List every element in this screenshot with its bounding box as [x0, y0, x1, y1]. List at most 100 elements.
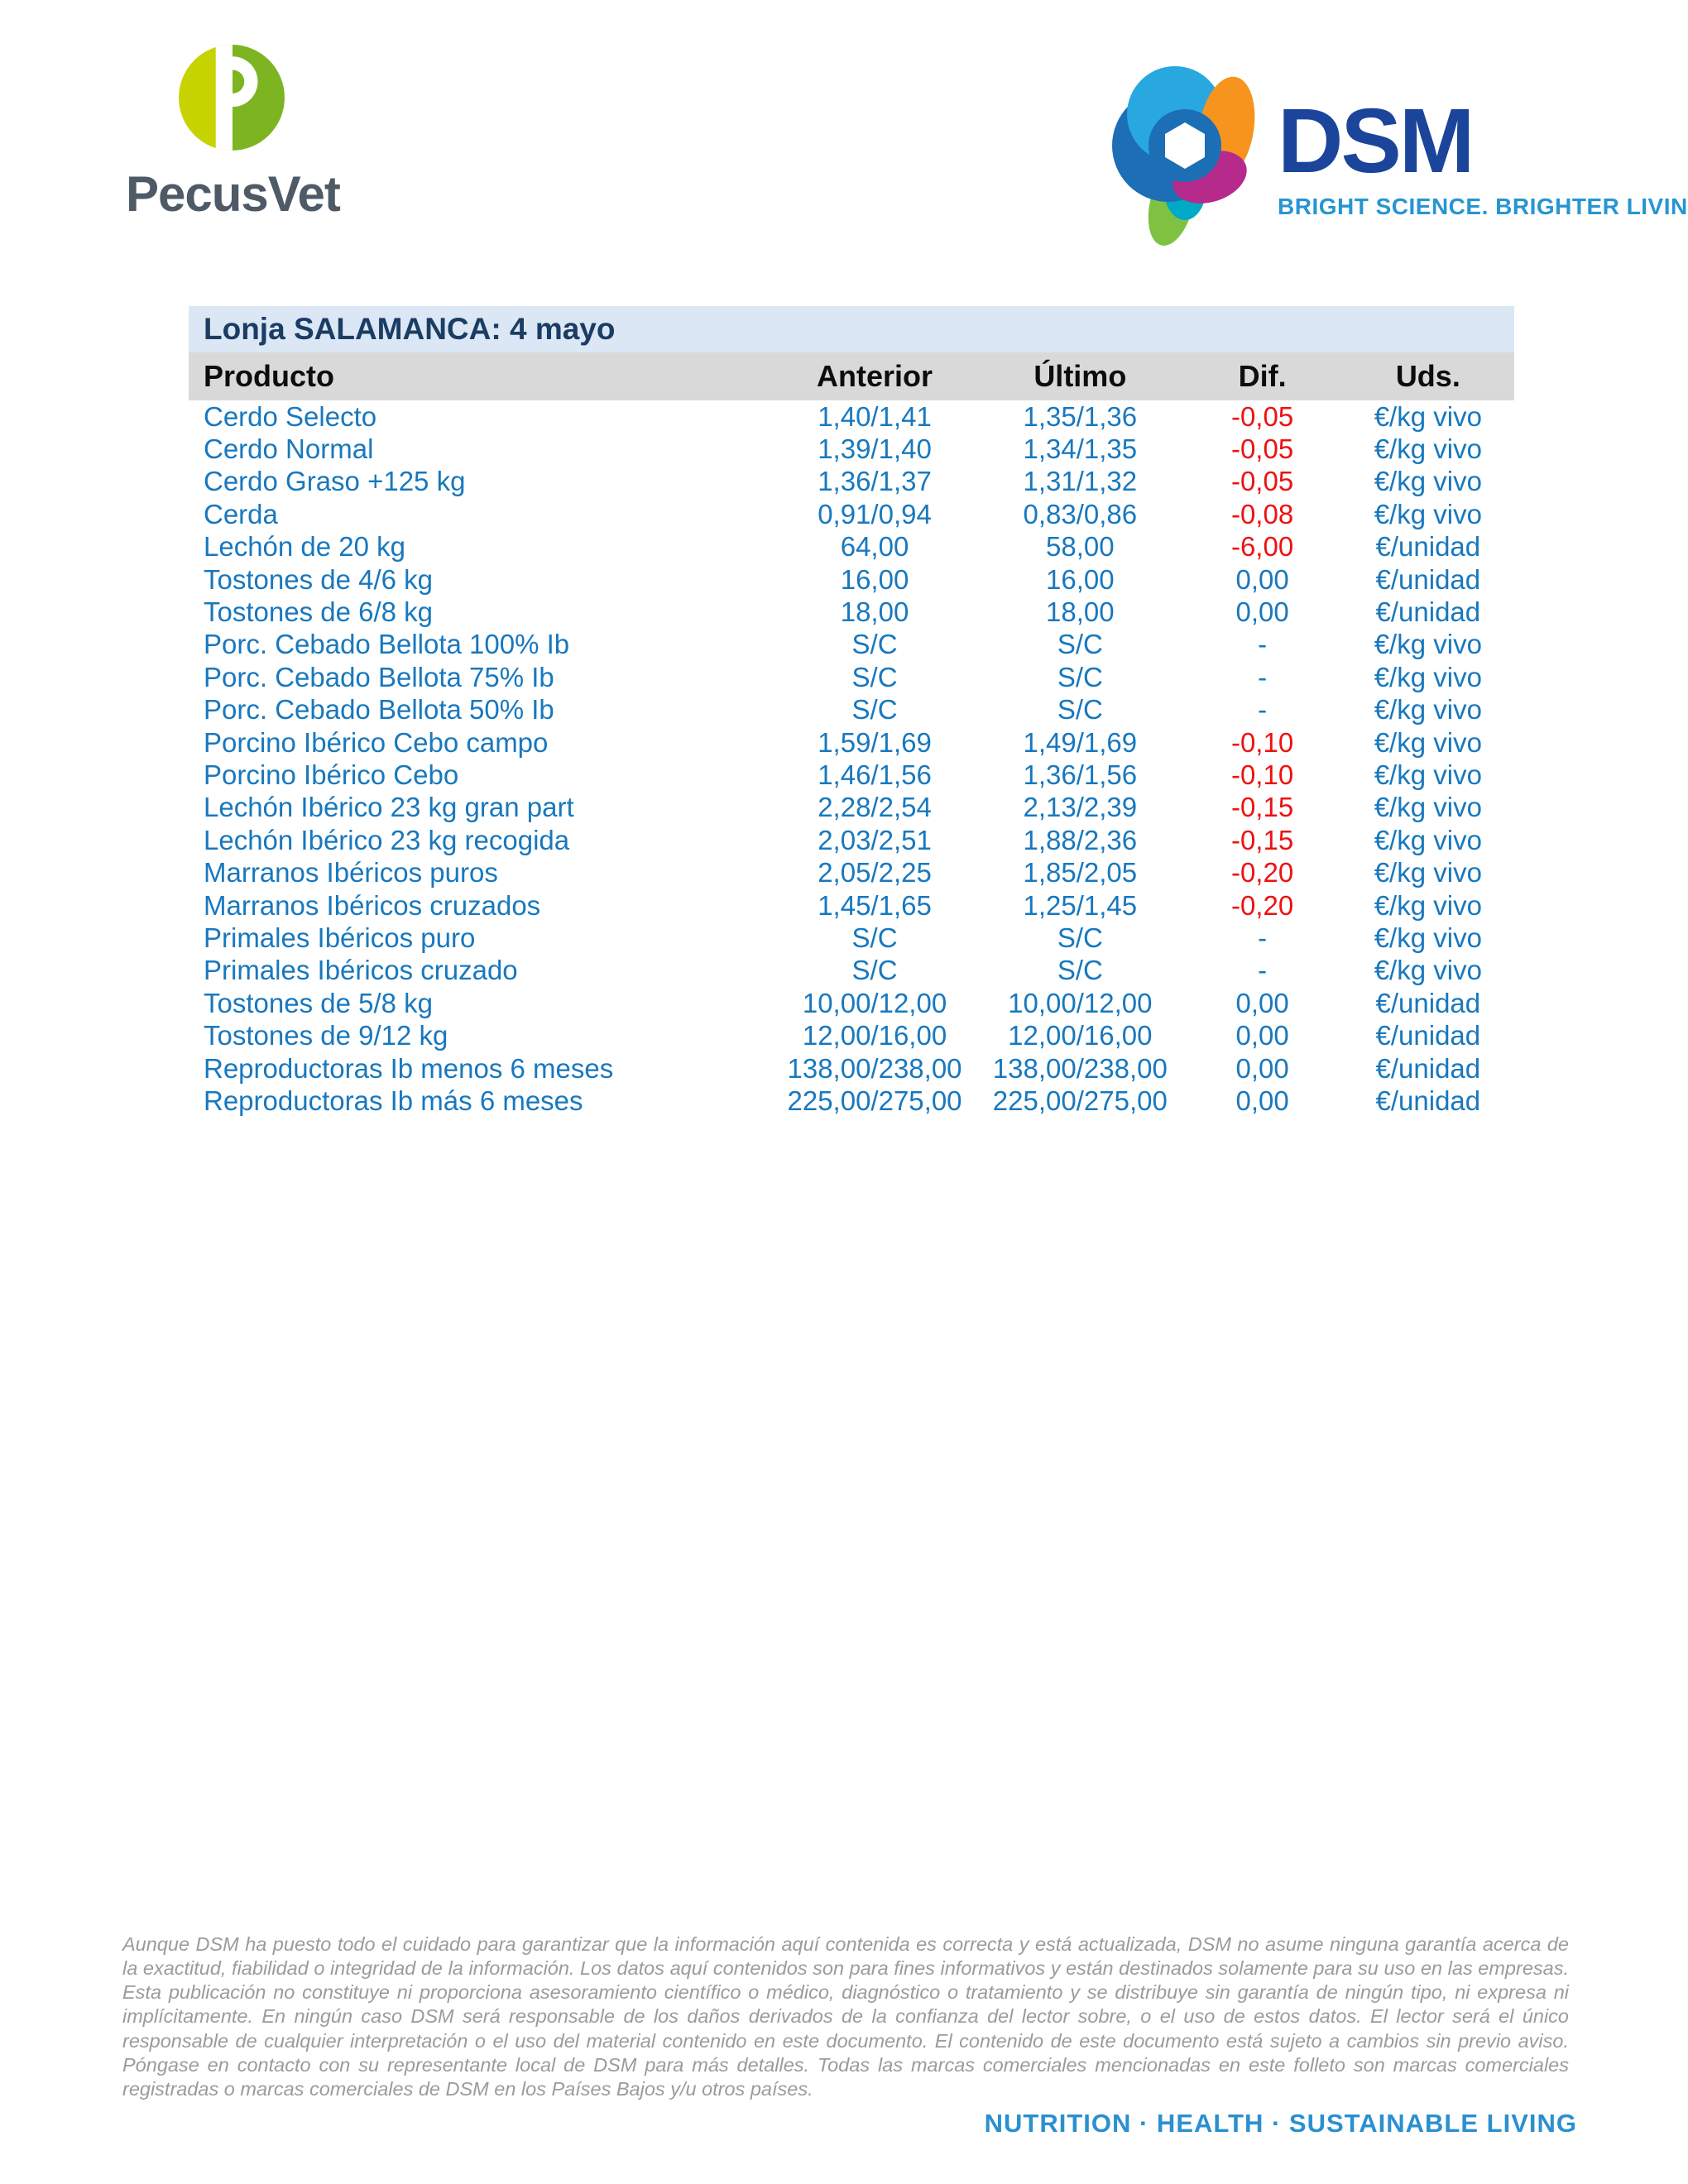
cell-anterior: 16,00 — [840, 563, 909, 595]
cell-uds: €/kg vivo — [1374, 629, 1482, 660]
cell-ultimo: 225,00/275,00 — [992, 1085, 1168, 1116]
cell-anterior: 0,91/0,94 — [818, 498, 932, 529]
cell-ultimo: S/C — [1057, 629, 1103, 660]
cell-uds: €/unidad — [1375, 1020, 1481, 1051]
cell-dif: 0,00 — [1235, 1052, 1289, 1084]
cell-ultimo: 1,25/1,45 — [1023, 889, 1138, 921]
cell-dif: -0,10 — [1230, 726, 1294, 758]
cell-producto: Tostones de 9/12 kg — [204, 1020, 448, 1051]
cell-uds: €/kg vivo — [1374, 433, 1482, 465]
cell-ultimo: S/C — [1057, 922, 1103, 953]
cell-dif: -6,00 — [1230, 531, 1294, 563]
cell-anterior: 1,59/1,69 — [818, 726, 932, 758]
dsm-wordmark: DSM — [1278, 90, 1475, 192]
table-title: Lonja SALAMANCA: 4 mayo — [189, 306, 1514, 352]
cell-ultimo: 1,88/2,36 — [1023, 824, 1138, 855]
cell-dif: -0,05 — [1230, 466, 1294, 497]
cell-dif: - — [1258, 922, 1268, 953]
cell-dif: -0,08 — [1230, 498, 1294, 529]
cell-producto: Porc. Cebado Bellota 75% Ib — [204, 661, 554, 692]
cell-ultimo: 16,00 — [1046, 563, 1115, 595]
cell-uds: €/kg vivo — [1374, 400, 1482, 432]
cell-ultimo: 1,34/1,35 — [1023, 433, 1138, 465]
cell-producto: Tostones de 6/8 kg — [204, 596, 434, 628]
cell-dif: -0,15 — [1230, 824, 1294, 855]
col-header-anterior: Anterior — [817, 359, 933, 393]
cell-dif: 0,00 — [1235, 596, 1289, 628]
cell-ultimo: 10,00/12,00 — [1008, 987, 1153, 1018]
cell-dif: - — [1258, 661, 1268, 692]
cell-uds: €/kg vivo — [1374, 922, 1482, 953]
cell-dif: -0,15 — [1230, 792, 1294, 823]
cell-uds: €/kg vivo — [1374, 759, 1482, 790]
cell-uds: €/kg vivo — [1374, 661, 1482, 692]
cell-dif: -0,10 — [1230, 759, 1294, 790]
table-row: Primales Ibéricos puro S/C S/C - €/kg vi… — [189, 922, 1514, 954]
col-header-dif: Dif. — [1238, 359, 1287, 393]
table-row: Marranos Ibéricos cruzados 1,45/1,65 1,2… — [189, 889, 1514, 922]
pecusvet-logo: PecusVet — [126, 43, 374, 223]
cell-uds: €/unidad — [1375, 563, 1481, 595]
cell-anterior: 12,00/16,00 — [802, 1020, 947, 1051]
cell-producto: Marranos Ibéricos cruzados — [204, 889, 541, 921]
table-row: Cerda 0,91/0,94 0,83/0,86 -0,08 €/kg viv… — [189, 498, 1514, 530]
cell-ultimo: 1,85/2,05 — [1023, 857, 1138, 888]
cell-producto: Cerdo Normal — [204, 433, 374, 465]
table-row: Lechón Ibérico 23 kg gran part 2,28/2,54… — [189, 792, 1514, 824]
cell-ultimo: 18,00 — [1046, 596, 1115, 628]
cell-dif: - — [1258, 629, 1268, 660]
cell-anterior: 2,03/2,51 — [818, 824, 932, 855]
cell-dif: - — [1258, 694, 1268, 726]
table-row: Porcino Ibérico Cebo campo 1,59/1,69 1,4… — [189, 726, 1514, 759]
table-row: Lechón Ibérico 23 kg recogida 2,03/2,51 … — [189, 824, 1514, 856]
cell-uds: €/kg vivo — [1374, 857, 1482, 888]
cell-producto: Tostones de 5/8 kg — [204, 987, 434, 1018]
price-table-body: Cerdo Selecto 1,40/1,41 1,35/1,36 -0,05 … — [189, 400, 1514, 1118]
cell-anterior: 1,36/1,37 — [818, 466, 932, 497]
table-row: Tostones de 6/8 kg 18,00 18,00 0,00 €/un… — [189, 596, 1514, 628]
cell-ultimo: 1,36/1,56 — [1023, 759, 1138, 790]
dsm-logo: DSM BRIGHT SCIENCE. BRIGHTER LIVING. — [1102, 53, 1688, 251]
cell-anterior: 64,00 — [840, 531, 909, 563]
cell-uds: €/unidad — [1375, 531, 1481, 563]
dsm-flower-logo-icon — [1112, 66, 1255, 246]
cell-uds: €/unidad — [1375, 596, 1481, 628]
cell-ultimo: 12,00/16,00 — [1008, 1020, 1153, 1051]
cell-anterior: 2,05/2,25 — [818, 857, 932, 888]
cell-ultimo: 1,31/1,32 — [1023, 466, 1138, 497]
cell-uds: €/kg vivo — [1374, 792, 1482, 823]
cell-ultimo: 0,83/0,86 — [1023, 498, 1138, 529]
cell-producto: Lechón Ibérico 23 kg recogida — [204, 824, 570, 855]
cell-uds: €/kg vivo — [1374, 498, 1482, 529]
cell-anterior: S/C — [851, 922, 898, 953]
cell-anterior: 225,00/275,00 — [787, 1085, 962, 1116]
table-row: Tostones de 5/8 kg 10,00/12,00 10,00/12,… — [189, 987, 1514, 1019]
cell-uds: €/unidad — [1375, 1052, 1481, 1084]
cell-producto: Porc. Cebado Bellota 100% Ib — [204, 629, 570, 660]
price-table: Lonja SALAMANCA: 4 mayo Producto Anterio… — [189, 306, 1514, 1118]
cell-ultimo: S/C — [1057, 955, 1103, 986]
cell-anterior: 1,45/1,65 — [818, 889, 932, 921]
table-row: Porcino Ibérico Cebo 1,46/1,56 1,36/1,56… — [189, 759, 1514, 791]
cell-producto: Cerdo Selecto — [204, 400, 377, 432]
cell-producto: Porcino Ibérico Cebo campo — [204, 726, 549, 758]
cell-uds: €/kg vivo — [1374, 726, 1482, 758]
cell-dif: -0,20 — [1230, 857, 1294, 888]
table-row: Tostones de 9/12 kg 12,00/16,00 12,00/16… — [189, 1019, 1514, 1051]
dsm-tagline: BRIGHT SCIENCE. BRIGHTER LIVING. — [1278, 194, 1688, 219]
cell-ultimo: 58,00 — [1046, 531, 1115, 563]
cell-producto: Cerda — [204, 498, 278, 529]
table-header-row: Producto Anterior Último Dif. Uds. — [189, 352, 1514, 400]
footer-slogan: NUTRITION · HEALTH · SUSTAINABLE LIVING — [984, 2109, 1577, 2138]
cell-producto: Lechón Ibérico 23 kg gran part — [204, 792, 574, 823]
table-row: Porc. Cebado Bellota 100% Ib S/C S/C - €… — [189, 629, 1514, 661]
cell-producto: Reproductoras Ib menos 6 meses — [204, 1052, 614, 1084]
cell-ultimo: 1,35/1,36 — [1023, 400, 1138, 432]
cell-anterior: 1,39/1,40 — [818, 433, 932, 465]
cell-ultimo: 2,13/2,39 — [1023, 792, 1138, 823]
cell-producto: Marranos Ibéricos puros — [204, 857, 498, 888]
cell-producto: Cerdo Graso +125 kg — [204, 466, 466, 497]
cell-anterior: 1,40/1,41 — [818, 400, 932, 432]
cell-ultimo: 1,49/1,69 — [1023, 726, 1138, 758]
cell-anterior: S/C — [851, 694, 898, 726]
